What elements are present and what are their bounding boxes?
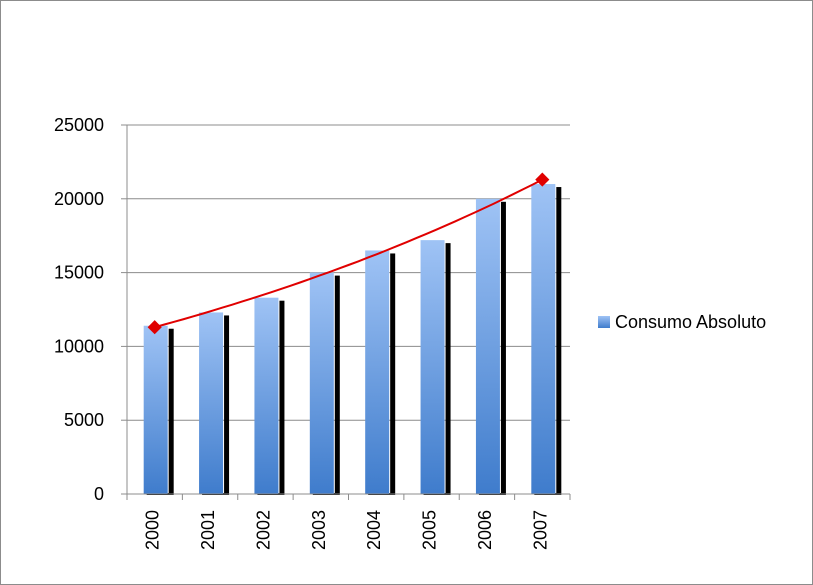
x-tick-label: 2003 — [309, 510, 329, 550]
bar-shadow — [390, 253, 396, 495]
trendline — [147, 172, 550, 335]
bar-shadow — [556, 187, 562, 496]
legend-label: Consumo Absoluto — [615, 312, 766, 332]
legend: Consumo Absoluto — [598, 312, 766, 332]
bar-shadow — [500, 201, 506, 496]
x-tick-label: 2004 — [364, 510, 384, 550]
trend-line — [154, 178, 543, 329]
bar-shadow — [279, 300, 285, 495]
x-tick-label: 2000 — [143, 510, 163, 550]
bar-shadow — [334, 275, 340, 495]
y-tick-label: 5000 — [64, 410, 104, 430]
bar-shadow — [224, 315, 230, 495]
bar-shadow — [168, 328, 174, 495]
bar — [199, 312, 224, 494]
x-tick-label: 2002 — [253, 510, 273, 550]
bar — [531, 184, 556, 495]
bar — [254, 297, 279, 494]
y-tick-label: 20000 — [54, 189, 104, 209]
bar-shadow — [445, 243, 451, 495]
y-tick-label: 10000 — [54, 336, 104, 356]
trend-marker — [147, 320, 162, 335]
y-tick-label: 0 — [94, 484, 104, 504]
bar — [309, 272, 334, 494]
y-tick-label: 25000 — [54, 115, 104, 135]
x-tick-label: 2005 — [420, 510, 440, 550]
bar — [365, 250, 390, 494]
axes — [126, 125, 571, 500]
legend-swatch — [598, 316, 610, 328]
x-tick-label: 2007 — [530, 510, 550, 550]
tick-labels: 0 5000 10000 15000 20000 25000 2000 2001 2002 200… — [54, 115, 550, 550]
bars — [143, 184, 562, 496]
y-tick-label: 15000 — [54, 263, 104, 283]
trend-marker — [535, 172, 550, 187]
bar — [143, 325, 168, 494]
x-tick-label: 2001 — [198, 510, 218, 550]
x-tick-label: 2006 — [475, 510, 495, 550]
bar — [420, 240, 445, 494]
bar — [475, 198, 500, 495]
